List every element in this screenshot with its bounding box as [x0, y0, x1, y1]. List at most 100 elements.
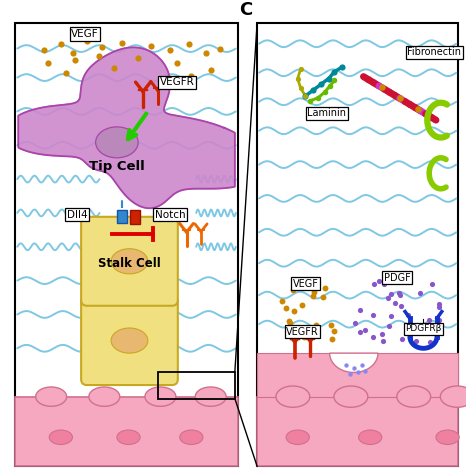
Point — [404, 311, 411, 319]
Text: PDGF: PDGF — [384, 273, 410, 283]
Point — [392, 300, 399, 307]
Bar — [257, 23, 458, 466]
FancyBboxPatch shape — [81, 217, 178, 306]
Point — [351, 319, 358, 327]
Point — [387, 290, 395, 298]
Point — [330, 327, 338, 335]
Ellipse shape — [397, 386, 431, 407]
Text: Notch: Notch — [155, 210, 185, 220]
Bar — [130, 210, 140, 224]
Point — [147, 42, 155, 49]
Ellipse shape — [195, 387, 226, 406]
Point — [379, 337, 387, 345]
Text: Stalk Cell: Stalk Cell — [98, 257, 161, 270]
Point — [321, 284, 328, 292]
Ellipse shape — [111, 328, 148, 353]
Polygon shape — [329, 353, 378, 373]
Point — [362, 367, 369, 374]
Bar — [157, 372, 235, 399]
Point — [397, 302, 405, 310]
Point — [41, 47, 48, 55]
Point — [311, 283, 319, 291]
Point — [312, 321, 320, 328]
Point — [70, 50, 77, 57]
Ellipse shape — [180, 430, 203, 445]
Text: VEGFR: VEGFR — [286, 327, 319, 337]
Point — [356, 306, 364, 314]
Text: VEGFR: VEGFR — [159, 77, 194, 87]
Point — [435, 303, 442, 310]
Point — [375, 278, 383, 285]
Point — [303, 326, 311, 334]
Point — [83, 37, 91, 45]
Point — [331, 68, 338, 75]
Point — [319, 293, 327, 301]
Point — [99, 43, 106, 50]
Text: Dll4: Dll4 — [67, 210, 88, 220]
Point — [326, 82, 333, 90]
Bar — [15, 23, 238, 466]
Point — [317, 81, 325, 88]
Point — [436, 316, 443, 324]
Point — [361, 326, 369, 334]
Point — [166, 47, 174, 55]
Point — [378, 84, 385, 91]
Point — [299, 301, 306, 309]
Point — [395, 289, 403, 297]
Point — [378, 330, 386, 338]
Point — [291, 283, 299, 290]
Ellipse shape — [440, 386, 474, 407]
FancyBboxPatch shape — [81, 296, 178, 385]
Point — [342, 361, 350, 368]
Point — [290, 308, 298, 315]
Point — [202, 50, 210, 57]
Point — [309, 292, 317, 300]
Ellipse shape — [334, 386, 368, 407]
Point — [173, 59, 181, 67]
Point — [426, 316, 433, 323]
Point — [331, 77, 338, 84]
Point — [434, 318, 442, 325]
Text: VEGF: VEGF — [292, 279, 319, 289]
Point — [387, 312, 395, 320]
Point — [135, 55, 142, 62]
Bar — [15, 397, 238, 466]
Ellipse shape — [286, 430, 310, 445]
Point — [310, 86, 317, 94]
Ellipse shape — [276, 386, 310, 407]
Point — [217, 45, 224, 52]
Bar — [117, 210, 127, 223]
Point — [338, 63, 346, 71]
Point — [301, 92, 309, 100]
Point — [310, 289, 318, 296]
Point — [287, 319, 294, 327]
Point — [416, 290, 424, 297]
Text: PDGFRβ: PDGFRβ — [405, 325, 442, 334]
Point — [380, 281, 388, 288]
Point — [328, 335, 336, 342]
Point — [297, 84, 304, 92]
Point — [314, 94, 322, 101]
Point — [186, 40, 193, 47]
Ellipse shape — [436, 430, 459, 445]
Point — [370, 281, 378, 288]
Point — [45, 59, 52, 67]
Point — [369, 311, 377, 319]
Text: Tip Cell: Tip Cell — [89, 160, 145, 173]
Ellipse shape — [117, 430, 140, 445]
Text: VEGF: VEGF — [71, 29, 99, 39]
Point — [72, 56, 79, 64]
Point — [396, 95, 403, 102]
Ellipse shape — [36, 387, 67, 406]
Bar — [257, 397, 458, 466]
Point — [346, 371, 354, 378]
Point — [426, 338, 434, 346]
Point — [328, 321, 335, 329]
Polygon shape — [18, 47, 235, 208]
Point — [436, 300, 443, 308]
Point — [301, 334, 308, 341]
Point — [412, 337, 419, 345]
Text: Laminin: Laminin — [307, 109, 346, 118]
Point — [297, 65, 304, 73]
Point — [358, 361, 365, 368]
